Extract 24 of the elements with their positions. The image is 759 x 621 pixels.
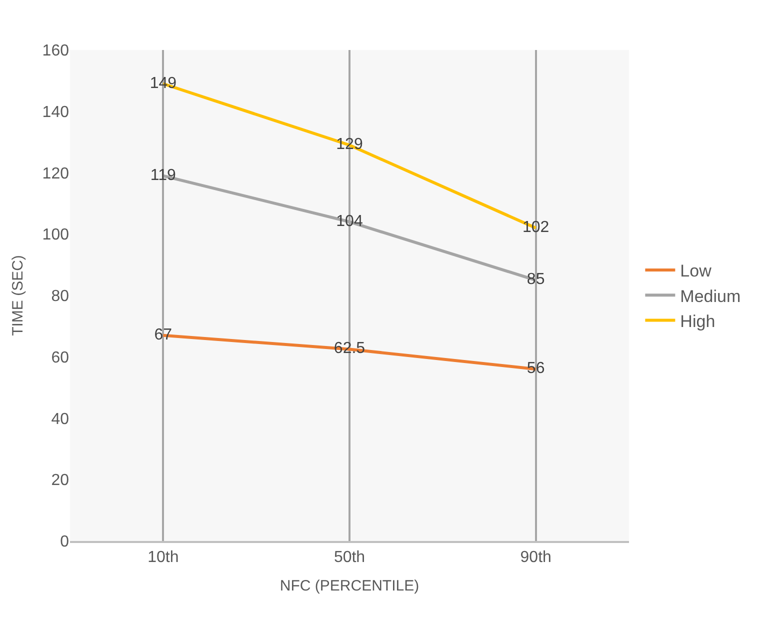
- y-tick-label: 80: [51, 288, 70, 306]
- y-tick-label: 60: [51, 349, 70, 366]
- y-tick-label: 40: [51, 410, 70, 428]
- data-label: 56: [526, 360, 545, 378]
- y-tick-label: 120: [42, 165, 70, 182]
- x-axis-title: NFC (PERCENTILE): [280, 577, 420, 594]
- y-tick-label: 20: [51, 472, 70, 490]
- x-tick-label: 10th: [148, 548, 179, 566]
- data-label: 149: [150, 74, 177, 92]
- x-tick-label: 50th: [334, 548, 366, 566]
- y-tick-label: 140: [42, 104, 70, 121]
- y-tick-label: 100: [42, 226, 70, 244]
- data-label: 67: [154, 326, 172, 344]
- y-tick-label: 0: [60, 534, 70, 551]
- legend-label: High: [680, 312, 716, 331]
- data-label: 102: [522, 218, 550, 236]
- data-label: 119: [150, 166, 176, 184]
- legend-label: Low: [680, 262, 712, 281]
- legend-label: Medium: [680, 286, 741, 306]
- y-axis-title: TIME (SEC): [10, 255, 27, 336]
- data-label: 85: [526, 271, 545, 288]
- y-tick-label: 160: [42, 42, 70, 60]
- x-tick-label: 90th: [520, 548, 552, 566]
- data-label: 104: [336, 212, 363, 230]
